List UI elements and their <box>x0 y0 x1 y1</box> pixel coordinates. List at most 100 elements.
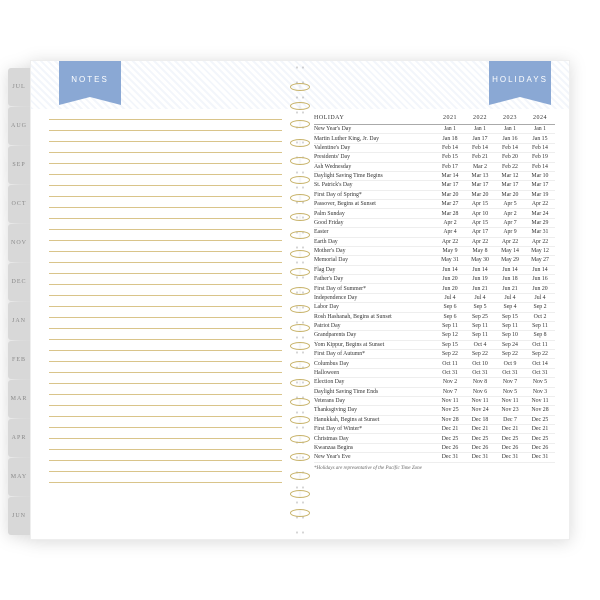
holiday-date: Feb 20 <box>495 153 525 162</box>
holiday-date: Feb 14 <box>495 143 525 152</box>
col-year: 2022 <box>465 113 495 125</box>
note-line <box>49 164 282 175</box>
holiday-name: Thanksgiving Day <box>314 406 435 415</box>
holiday-date: Nov 25 <box>435 406 465 415</box>
footnote: *Holidays are representative of the Paci… <box>314 463 555 471</box>
spiral-ring <box>288 489 312 499</box>
holidays-ribbon: HOLIDAYS <box>489 61 551 97</box>
holiday-date: Sep 10 <box>495 331 525 340</box>
holiday-date: Mar 17 <box>465 181 495 190</box>
holiday-date: Mar 20 <box>495 190 525 199</box>
month-tab-may[interactable]: MAY <box>8 458 30 496</box>
month-tab-dec[interactable]: DEC <box>8 263 30 301</box>
spiral-ring <box>288 434 312 444</box>
holiday-date: May 27 <box>525 256 555 265</box>
left-page: NOTES <box>30 60 300 540</box>
holiday-date: May 14 <box>495 246 525 255</box>
note-line <box>49 417 282 428</box>
spiral-ring <box>288 323 312 333</box>
holiday-date: Sep 11 <box>495 321 525 330</box>
spiral-ring <box>288 267 312 277</box>
table-row: Father's DayJun 20Jun 19Jun 18Jun 16 <box>314 275 555 284</box>
holiday-date: Mar 24 <box>525 209 555 218</box>
holiday-date: Jan 17 <box>465 134 495 143</box>
holiday-name: Flag Day <box>314 265 435 274</box>
spiral-ring <box>288 415 312 425</box>
holiday-date: Mar 2 <box>465 162 495 171</box>
spiral-ring <box>288 175 312 185</box>
table-row: First Day of Winter*Dec 21Dec 21Dec 21De… <box>314 425 555 434</box>
holiday-table: HOLIDAY2021202220232024 New Year's DayJa… <box>314 113 555 463</box>
month-tabs: JULAUGSEPOCTNOVDECJANFEBMARAPRMAYJUN <box>8 68 30 536</box>
holiday-date: Jan 1 <box>465 125 495 134</box>
note-line <box>49 373 282 384</box>
holiday-date: Jun 19 <box>465 275 495 284</box>
holiday-date: Mar 17 <box>495 181 525 190</box>
holiday-date: Sep 22 <box>525 350 555 359</box>
holiday-date: Sep 22 <box>495 350 525 359</box>
holiday-date: Mar 31 <box>525 228 555 237</box>
holiday-date: Feb 19 <box>525 153 555 162</box>
month-tab-sep[interactable]: SEP <box>8 146 30 184</box>
holiday-date: Sep 22 <box>435 350 465 359</box>
holiday-date: Dec 25 <box>495 434 525 443</box>
holiday-name: New Year's Day <box>314 125 435 134</box>
holiday-date: Apr 4 <box>435 228 465 237</box>
holiday-date: Nov 7 <box>435 387 465 396</box>
table-row: Daylight Saving Time EndsNov 7Nov 6Nov 5… <box>314 387 555 396</box>
holiday-date: Mar 12 <box>495 171 525 180</box>
holiday-date: Sep 11 <box>465 331 495 340</box>
holiday-name: First Day of Autumn* <box>314 350 435 359</box>
holiday-name: Memorial Day <box>314 256 435 265</box>
note-line <box>49 307 282 318</box>
holiday-date: Nov 5 <box>495 387 525 396</box>
table-row: Thanksgiving DayNov 25Nov 24Nov 23Nov 28 <box>314 406 555 415</box>
holiday-date: Nov 3 <box>525 387 555 396</box>
month-tab-jan[interactable]: JAN <box>8 302 30 340</box>
holiday-date: Apr 22 <box>525 200 555 209</box>
holiday-date: Feb 14 <box>465 143 495 152</box>
note-line <box>49 395 282 406</box>
note-line <box>49 142 282 153</box>
left-header: NOTES <box>31 61 300 109</box>
note-line <box>49 472 282 483</box>
month-tab-jul[interactable]: JUL <box>8 68 30 106</box>
month-tab-oct[interactable]: OCT <box>8 185 30 223</box>
holiday-date: May 12 <box>525 246 555 255</box>
planner-spread: JULAUGSEPOCTNOVDECJANFEBMARAPRMAYJUN NOT… <box>30 60 570 540</box>
month-tab-feb[interactable]: FEB <box>8 341 30 379</box>
table-row: Passover, Begins at SunsetMar 27Apr 15Ap… <box>314 200 555 209</box>
holiday-date: Nov 11 <box>495 396 525 405</box>
holiday-name: Patriot Day <box>314 321 435 330</box>
note-line <box>49 296 282 307</box>
holiday-date: Jan 1 <box>435 125 465 134</box>
month-tab-apr[interactable]: APR <box>8 419 30 457</box>
holiday-date: Apr 22 <box>525 237 555 246</box>
spiral-ring <box>288 193 312 203</box>
holiday-date: Jan 1 <box>495 125 525 134</box>
month-tab-nov[interactable]: NOV <box>8 224 30 262</box>
holiday-date: Mar 28 <box>435 209 465 218</box>
holiday-date: Feb 14 <box>525 162 555 171</box>
holiday-name: Yom Kippur, Begins at Sunset <box>314 340 435 349</box>
holiday-date: Apr 22 <box>495 237 525 246</box>
holiday-date: Sep 8 <box>525 331 555 340</box>
table-row: New Year's EveDec 31Dec 31Dec 31Dec 31 <box>314 453 555 462</box>
month-tab-jun[interactable]: JUN <box>8 497 30 535</box>
note-line <box>49 186 282 197</box>
month-tab-aug[interactable]: AUG <box>8 107 30 145</box>
holiday-date: Feb 14 <box>525 143 555 152</box>
holiday-date: Apr 22 <box>465 237 495 246</box>
holiday-date: Mar 29 <box>525 218 555 227</box>
holiday-date: May 8 <box>465 246 495 255</box>
spiral-ring <box>288 119 312 129</box>
note-line <box>49 362 282 373</box>
month-tab-mar[interactable]: MAR <box>8 380 30 418</box>
holiday-date: Nov 11 <box>435 396 465 405</box>
holiday-date: Jun 14 <box>495 265 525 274</box>
holiday-date: Sep 12 <box>435 331 465 340</box>
table-row: Ash WednesdayFeb 17Mar 2Feb 22Feb 14 <box>314 162 555 171</box>
holiday-date: Jun 21 <box>465 284 495 293</box>
table-row: Veterans DayNov 11Nov 11Nov 11Nov 11 <box>314 396 555 405</box>
spiral-ring <box>288 360 312 370</box>
